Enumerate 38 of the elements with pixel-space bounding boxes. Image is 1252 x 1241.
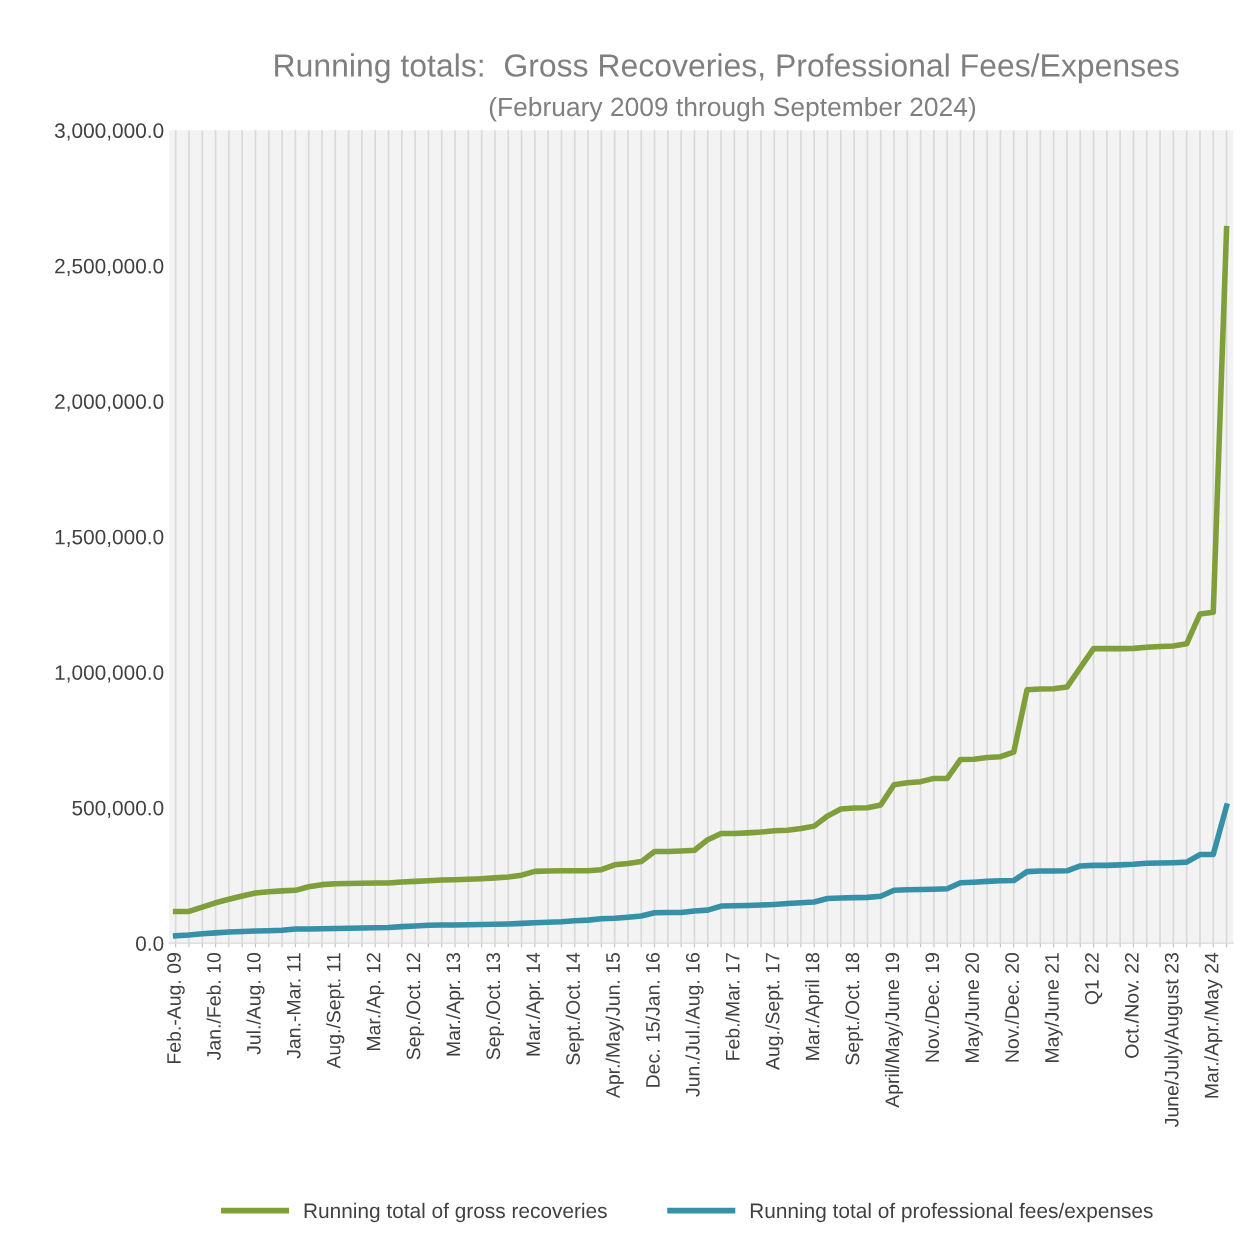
x-tick-label: Sep./Oct. 13 bbox=[485, 953, 504, 1060]
x-tick-label: Jan.-Mar. 11 bbox=[287, 953, 301, 1059]
y-tick-label: 1,500,000.0 bbox=[55, 529, 164, 547]
x-tick-label: April/May/June 19 bbox=[884, 953, 904, 1108]
chart-subtitle: (February 2009 through September 2024) bbox=[489, 96, 976, 122]
x-tick-label: Sept./Oct. 18 bbox=[845, 953, 864, 1065]
x-tick-label: Nov./Dec. 20 bbox=[1004, 952, 1019, 1062]
x-tick-label: Dec. 15/Jan. 16 bbox=[645, 953, 660, 1087]
x-tick-label: Sep./Oct. 12 bbox=[406, 953, 425, 1060]
legend-label: Running total of gross recoveries bbox=[304, 1202, 607, 1223]
y-tick-label: 2,000,000.0 bbox=[55, 394, 164, 412]
x-tick-label: May/June 20 bbox=[964, 952, 983, 1062]
x-tick-label: Aug./Sept. 11 bbox=[326, 953, 345, 1069]
x-tick-label: Mar./Apr. 13 bbox=[445, 953, 465, 1056]
chart-title: Running totals: Gross Recoveries, Professional Fees/Expenses bbox=[275, 53, 1179, 84]
x-tick-label: Sept./Oct. 14 bbox=[565, 952, 584, 1065]
x-tick-label: Mar./Apr./May 24 bbox=[1204, 952, 1223, 1098]
x-tick-label: Feb.-Aug. 09 bbox=[166, 953, 185, 1063]
y-tick-label: 0.0 bbox=[136, 936, 164, 951]
x-tick-label: Q1 22 bbox=[1084, 953, 1103, 1005]
x-tick-label: May/June 21 bbox=[1044, 953, 1063, 1062]
x-tick-label: Feb./Mar. 17 bbox=[725, 953, 740, 1060]
y-tick-label: 1,000,000.0 bbox=[55, 665, 164, 683]
x-tick-label: Jul./Aug. 10 bbox=[246, 952, 265, 1055]
x-tick-label: Oct./Nov. 22 bbox=[1124, 953, 1139, 1058]
legend-label: Running total of professional fees/expenses bbox=[750, 1202, 1153, 1223]
y-tick-label: 3,000,000.0 bbox=[54, 123, 164, 141]
x-tick-label: Mar./April 18 bbox=[805, 953, 824, 1060]
x-tick-label: Aug./Sept. 17 bbox=[765, 953, 784, 1070]
x-tick-label: Mar./Ap. 12 bbox=[366, 953, 385, 1051]
y-tick-label: 500,000.0 bbox=[72, 800, 164, 818]
x-tick-label: Nov./Dec. 19 bbox=[924, 953, 940, 1062]
x-tick-label: Apr./May/Jun. 15 bbox=[605, 952, 624, 1099]
x-tick-label: June/July/August 23 bbox=[1164, 953, 1183, 1127]
y-tick-label: 2,500,000.0 bbox=[55, 258, 164, 276]
x-tick-label: Mar./Apr. 14 bbox=[525, 952, 544, 1056]
x-tick-label: Jun./Jul./Aug. 16 bbox=[685, 953, 704, 1097]
x-tick-label: Jan./Feb. 10 bbox=[206, 952, 221, 1060]
